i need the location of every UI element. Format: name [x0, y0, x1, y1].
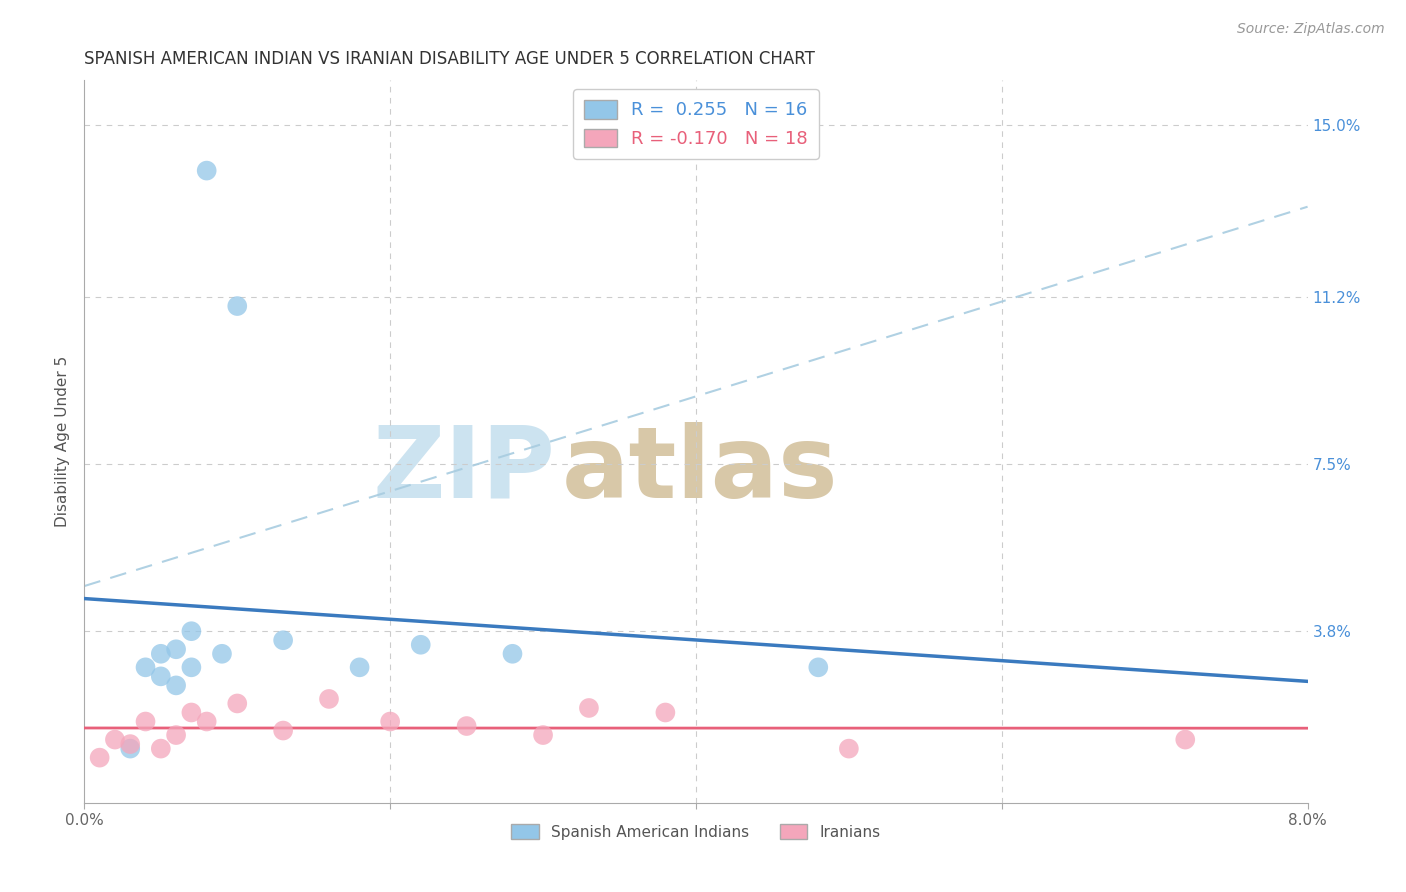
Point	[195, 714, 218, 729]
Point	[89, 750, 111, 764]
Point	[165, 678, 187, 692]
Point	[409, 638, 432, 652]
Text: Source: ZipAtlas.com: Source: ZipAtlas.com	[1237, 22, 1385, 37]
Point	[456, 719, 478, 733]
Point	[654, 706, 676, 720]
Point	[104, 732, 127, 747]
Point	[180, 660, 202, 674]
Point	[271, 723, 294, 738]
Point	[195, 163, 218, 178]
Point	[271, 633, 294, 648]
Point	[380, 714, 402, 729]
Point	[149, 741, 172, 756]
Point	[807, 660, 830, 674]
Point	[135, 714, 157, 729]
Text: SPANISH AMERICAN INDIAN VS IRANIAN DISABILITY AGE UNDER 5 CORRELATION CHART: SPANISH AMERICAN INDIAN VS IRANIAN DISAB…	[84, 50, 815, 68]
Point	[149, 669, 172, 683]
Point	[531, 728, 554, 742]
Point	[211, 647, 233, 661]
Point	[180, 624, 202, 639]
Point	[120, 737, 142, 751]
Point	[120, 741, 142, 756]
Point	[578, 701, 600, 715]
Point	[838, 741, 860, 756]
Point	[149, 647, 172, 661]
Text: ZIP: ZIP	[373, 422, 555, 519]
Point	[318, 692, 340, 706]
Point	[349, 660, 371, 674]
Point	[165, 728, 187, 742]
Point	[135, 660, 157, 674]
Point	[165, 642, 187, 657]
Text: atlas: atlas	[561, 422, 838, 519]
Point	[180, 706, 202, 720]
Legend: Spanish American Indians, Iranians: Spanish American Indians, Iranians	[505, 818, 887, 846]
Y-axis label: Disability Age Under 5: Disability Age Under 5	[55, 356, 70, 527]
Point	[1174, 732, 1197, 747]
Point	[226, 697, 249, 711]
Point	[226, 299, 249, 313]
Point	[502, 647, 524, 661]
